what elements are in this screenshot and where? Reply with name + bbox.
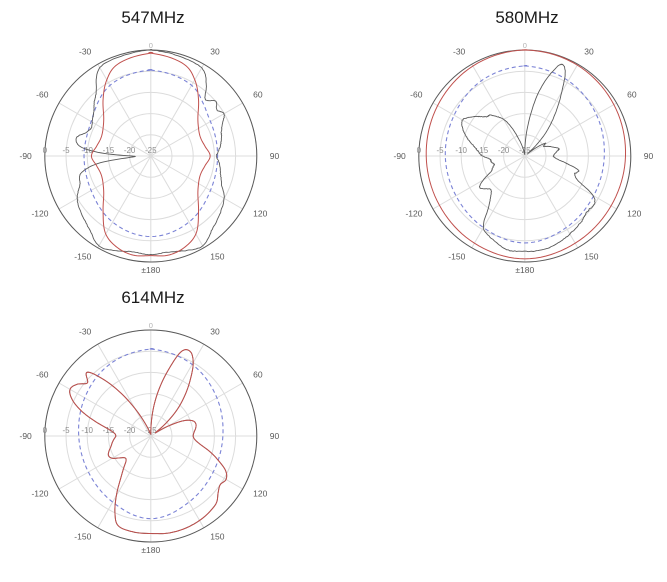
- svg-text:-25: -25: [145, 146, 157, 155]
- svg-text:-60: -60: [410, 90, 423, 100]
- svg-text:-30: -30: [453, 47, 466, 57]
- svg-text:0: 0: [149, 321, 153, 330]
- svg-text:-90: -90: [20, 151, 33, 161]
- svg-text:-5: -5: [436, 146, 444, 155]
- svg-text:-30: -30: [79, 327, 92, 337]
- svg-text:90: 90: [644, 151, 654, 161]
- svg-text:-10: -10: [455, 146, 467, 155]
- svg-text:30: 30: [210, 47, 220, 57]
- svg-text:90: 90: [270, 151, 280, 161]
- svg-text:30: 30: [584, 47, 594, 57]
- svg-text:±180: ±180: [515, 265, 534, 275]
- svg-text:-30: -30: [79, 47, 92, 57]
- svg-text:30: 30: [210, 327, 220, 337]
- svg-text:120: 120: [253, 209, 267, 219]
- svg-text:60: 60: [253, 90, 263, 100]
- svg-text:150: 150: [210, 531, 224, 541]
- svg-text:0: 0: [149, 41, 153, 50]
- svg-text:0: 0: [43, 426, 48, 435]
- svg-text:-120: -120: [31, 489, 48, 499]
- svg-text:-20: -20: [124, 146, 136, 155]
- svg-text:-120: -120: [31, 209, 48, 219]
- svg-text:150: 150: [584, 251, 598, 261]
- svg-text:150: 150: [210, 251, 224, 261]
- svg-text:90: 90: [270, 431, 280, 441]
- svg-text:-10: -10: [81, 426, 93, 435]
- svg-text:-150: -150: [448, 251, 465, 261]
- svg-text:-150: -150: [74, 251, 91, 261]
- svg-text:-120: -120: [405, 209, 422, 219]
- svg-text:-60: -60: [36, 90, 49, 100]
- svg-text:0: 0: [43, 146, 48, 155]
- svg-text:-60: -60: [36, 370, 49, 380]
- svg-text:120: 120: [627, 209, 641, 219]
- svg-text:-90: -90: [394, 151, 407, 161]
- svg-text:-5: -5: [62, 426, 70, 435]
- svg-text:±180: ±180: [141, 545, 160, 555]
- svg-text:-20: -20: [124, 426, 136, 435]
- svg-text:0: 0: [523, 41, 527, 50]
- svg-text:60: 60: [253, 370, 263, 380]
- svg-text:60: 60: [627, 90, 637, 100]
- svg-text:0: 0: [417, 146, 422, 155]
- svg-text:±180: ±180: [141, 265, 160, 275]
- svg-text:120: 120: [253, 489, 267, 499]
- svg-text:-15: -15: [477, 146, 489, 155]
- svg-text:-90: -90: [20, 431, 33, 441]
- svg-text:-150: -150: [74, 531, 91, 541]
- svg-text:-20: -20: [498, 146, 510, 155]
- svg-text:-5: -5: [62, 146, 70, 155]
